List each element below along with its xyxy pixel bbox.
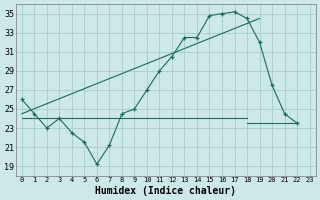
X-axis label: Humidex (Indice chaleur): Humidex (Indice chaleur): [95, 186, 236, 196]
